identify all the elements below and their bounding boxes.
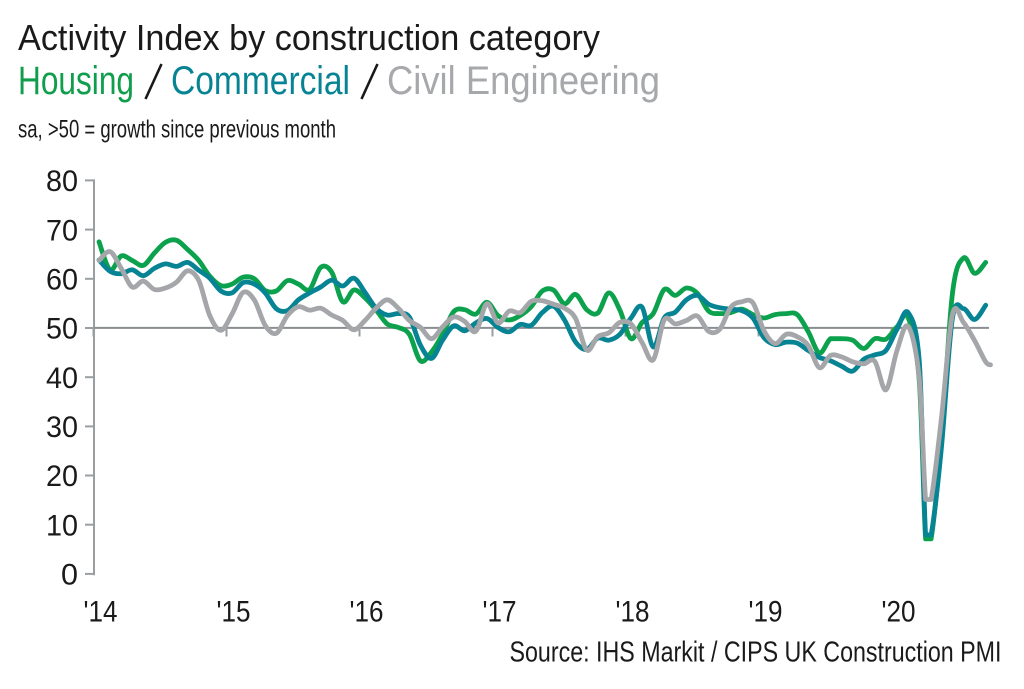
svg-text:Housing: Housing xyxy=(18,59,134,103)
svg-text:20: 20 xyxy=(46,460,78,493)
svg-text:Civil Engineering: Civil Engineering xyxy=(387,59,660,103)
svg-text:'14: '14 xyxy=(84,596,118,629)
svg-text:'17: '17 xyxy=(483,596,517,629)
svg-text:0: 0 xyxy=(61,559,78,592)
svg-text:'15: '15 xyxy=(217,596,251,629)
svg-text:Activity Index by construction: Activity Index by construction category xyxy=(18,17,600,58)
svg-text:Source: IHS Markit / CIPS UK C: Source: IHS Markit / CIPS UK Constructio… xyxy=(510,637,1002,669)
svg-text:40: 40 xyxy=(46,362,78,395)
svg-text:'19: '19 xyxy=(749,596,783,629)
svg-text:60: 60 xyxy=(46,264,78,297)
svg-text:Commercial: Commercial xyxy=(171,59,350,103)
svg-text:'20: '20 xyxy=(882,596,916,629)
svg-text:50: 50 xyxy=(46,313,78,346)
svg-text:'16: '16 xyxy=(350,596,384,629)
svg-text:10: 10 xyxy=(46,509,78,542)
svg-text:70: 70 xyxy=(46,214,78,247)
svg-text:30: 30 xyxy=(46,411,78,444)
svg-text:sa, >50 = growth since previou: sa, >50 = growth since previous month xyxy=(18,116,336,144)
svg-text:'18: '18 xyxy=(616,596,650,629)
svg-text:80: 80 xyxy=(46,165,78,198)
